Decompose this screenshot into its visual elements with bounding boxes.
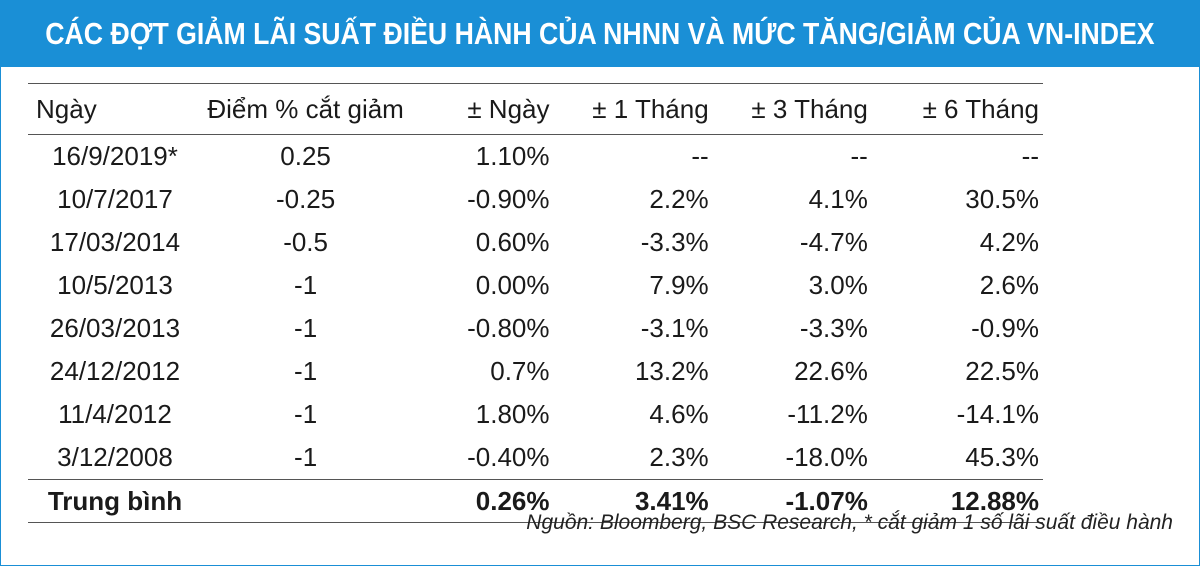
header-day-change: ± Ngày xyxy=(467,93,550,124)
header-1-month: ± 1 Tháng xyxy=(592,93,709,124)
cell-day-change: 1.80% xyxy=(475,399,550,429)
cell-1-month: 2.3% xyxy=(649,442,709,472)
cell-1-month: 4.6% xyxy=(649,399,709,429)
cell-1-month: 13.2% xyxy=(634,356,709,386)
cell-cut-points: -1 xyxy=(294,270,318,300)
header-6-month: ± 6 Tháng xyxy=(922,93,1039,124)
cell-1-month: -3.1% xyxy=(640,313,709,343)
cell-cut-points: -1 xyxy=(294,356,318,386)
table-row: 10/7/2017 -0.25 -0.90% 2.2% 4.1% 30.5% xyxy=(28,178,1043,221)
average-6-month: 12.88% xyxy=(950,485,1039,516)
cell-cut-points: 0.25 xyxy=(280,141,331,171)
cell-day-change: 0.00% xyxy=(475,270,550,300)
cell-day-change: 1.10% xyxy=(475,141,550,171)
table-row: 10/5/2013 -1 0.00% 7.9% 3.0% 2.6% xyxy=(28,264,1043,307)
cell-6-month: -- xyxy=(1021,141,1039,171)
cell-3-month: -- xyxy=(850,141,868,171)
cell-day-change: 0.60% xyxy=(475,227,550,257)
cell-day-change: 0.7% xyxy=(490,356,550,386)
cell-3-month: -3.3% xyxy=(799,313,868,343)
cell-3-month: 4.1% xyxy=(808,184,868,214)
cell-date: 11/4/2012 xyxy=(58,399,172,429)
cell-cut-points: -1 xyxy=(294,442,318,472)
average-1-month: 3.41% xyxy=(634,485,709,516)
cell-6-month: 22.5% xyxy=(965,356,1039,386)
table-header-row: Ngày Điểm % cắt giảm ± Ngày ± 1 Tháng ± … xyxy=(28,83,1043,135)
cell-3-month: 3.0% xyxy=(808,270,868,300)
cell-1-month: -3.3% xyxy=(640,227,709,257)
cell-6-month: 45.3% xyxy=(965,442,1039,472)
cell-6-month: 2.6% xyxy=(979,270,1039,300)
header-3-month: ± 3 Tháng xyxy=(751,93,868,124)
average-row: Trung bình 0.26% 3.41% -1.07% 12.88% xyxy=(28,479,1043,523)
cell-3-month: -18.0% xyxy=(785,442,868,472)
cell-date: 10/7/2017 xyxy=(57,184,173,214)
table-row: 11/4/2012 -1 1.80% 4.6% -11.2% -14.1% xyxy=(28,393,1043,436)
cell-6-month: 4.2% xyxy=(979,227,1039,257)
cell-date: 24/12/2012 xyxy=(49,356,181,386)
cell-3-month: -4.7% xyxy=(799,227,868,257)
cell-cut-points: -1 xyxy=(294,399,318,429)
average-label: Trung bình xyxy=(47,485,183,516)
cell-cut-points: -1 xyxy=(294,313,318,343)
cell-date: 26/03/2013 xyxy=(49,313,181,343)
title-bar: CÁC ĐỢT GIẢM LÃI SUẤT ĐIỀU HÀNH CỦA NHNN… xyxy=(1,1,1199,67)
cell-cut-points: -0.25 xyxy=(275,184,336,214)
cell-date: 10/5/2013 xyxy=(57,270,173,300)
cell-date: 3/12/2008 xyxy=(57,442,173,472)
cell-1-month: 2.2% xyxy=(649,184,709,214)
cell-date: 16/9/2019* xyxy=(52,141,178,171)
cell-6-month: -0.9% xyxy=(971,313,1039,343)
header-date: Ngày xyxy=(36,93,97,124)
average-day-change: 0.26% xyxy=(475,485,550,516)
cell-3-month: 22.6% xyxy=(794,356,868,386)
table-row: 26/03/2013 -1 -0.80% -3.1% -3.3% -0.9% xyxy=(28,307,1043,350)
source-note: Nguồn: Bloomberg, BSC Research, * cắt gi… xyxy=(526,511,1173,534)
cell-day-change: -0.80% xyxy=(467,313,550,343)
cell-1-month: -- xyxy=(691,141,709,171)
cell-3-month: -11.2% xyxy=(787,399,868,429)
cell-1-month: 7.9% xyxy=(649,270,709,300)
cell-cut-points: -0.5 xyxy=(283,227,328,257)
cell-day-change: -0.90% xyxy=(467,184,550,214)
average-3-month: -1.07% xyxy=(785,485,868,516)
page-title: CÁC ĐỢT GIẢM LÃI SUẤT ĐIỀU HÀNH CỦA NHNN… xyxy=(45,16,1155,51)
table-row: 24/12/2012 -1 0.7% 13.2% 22.6% 22.5% xyxy=(28,350,1043,393)
table-row: 16/9/2019* 0.25 1.10% -- -- -- xyxy=(28,135,1043,179)
cell-6-month: -14.1% xyxy=(956,399,1039,429)
rate-cut-table: Ngày Điểm % cắt giảm ± Ngày ± 1 Tháng ± … xyxy=(28,83,1043,523)
average-cut-points xyxy=(202,480,409,523)
cell-day-change: -0.40% xyxy=(467,442,550,472)
table-row: 17/03/2014 -0.5 0.60% -3.3% -4.7% 4.2% xyxy=(28,221,1043,264)
table-row: 3/12/2008 -1 -0.40% 2.3% -18.0% 45.3% xyxy=(28,436,1043,480)
cell-date: 17/03/2014 xyxy=(49,227,181,257)
cell-6-month: 30.5% xyxy=(965,184,1039,214)
header-cut-points: Điểm % cắt giảm xyxy=(207,93,404,124)
